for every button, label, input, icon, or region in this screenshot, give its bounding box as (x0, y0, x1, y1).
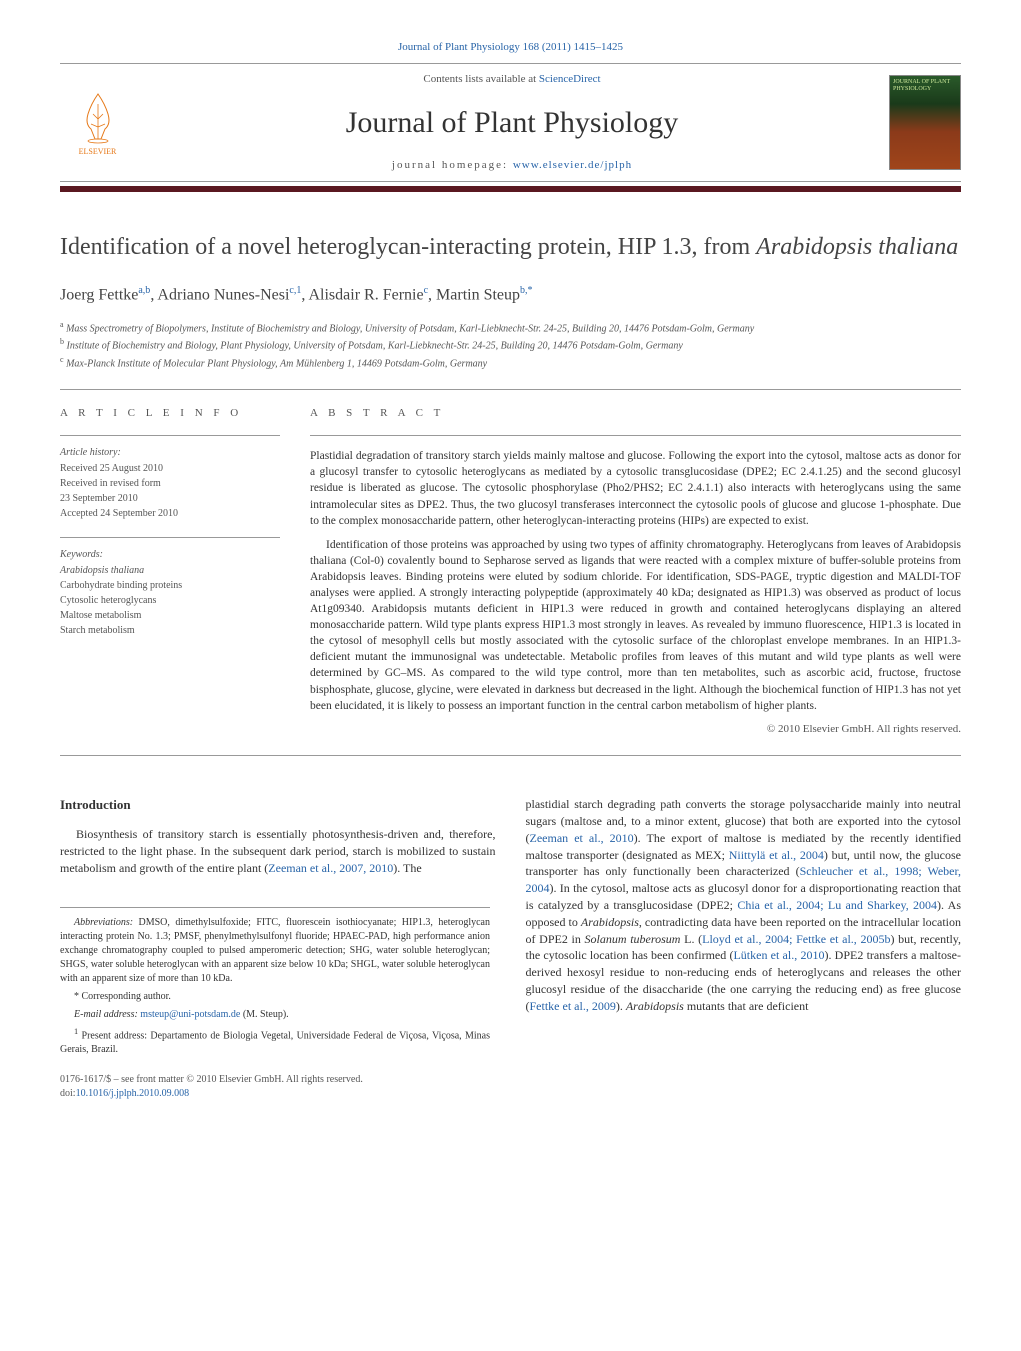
affiliation-a: a Mass Spectrometry of Biopolymers, Inst… (60, 319, 961, 336)
footnotes-block: Abbreviations: DMSO, dimethylsulfoxide; … (60, 907, 490, 1057)
homepage-line: journal homepage: www.elsevier.de/jplph (135, 158, 889, 173)
citation-link[interactable]: Journal of Plant Physiology 168 (2011) 1… (398, 41, 623, 53)
keyword-1: Carbohydrate binding proteins (60, 579, 280, 593)
intro-para-right: plastidial starch degrading path convert… (526, 796, 962, 1014)
keyword-4: Starch metabolism (60, 624, 280, 638)
article-history-block: Article history: Received 25 August 2010… (60, 446, 280, 521)
doi-link[interactable]: 10.1016/j.jplph.2010.09.008 (76, 1088, 190, 1099)
history-revised-2: 23 September 2010 (60, 492, 280, 506)
doi-line: doi:10.1016/j.jplph.2010.09.008 (60, 1087, 496, 1101)
elsevier-logo: ELSEVIER (60, 80, 135, 165)
history-label: Article history: (60, 446, 280, 460)
elsevier-tree-icon (73, 89, 123, 144)
doi-block: 0176-1617/$ – see front matter © 2010 El… (60, 1073, 496, 1101)
abstract-copyright: © 2010 Elsevier GmbH. All rights reserve… (310, 722, 961, 737)
article-info-heading: A R T I C L E I N F O (60, 406, 280, 421)
history-accepted: Accepted 24 September 2010 (60, 507, 280, 521)
affiliation-c: c Max-Planck Institute of Molecular Plan… (60, 354, 961, 371)
abbreviations-footnote: Abbreviations: DMSO, dimethylsulfoxide; … (60, 916, 490, 986)
email-footnote: E-mail address: msteup@uni-potsdam.de (M… (60, 1008, 490, 1022)
homepage-link[interactable]: www.elsevier.de/jplph (513, 159, 632, 171)
present-address-footnote: 1 Present address: Departamento de Biolo… (60, 1026, 490, 1057)
keyword-2: Cytosolic heteroglycans (60, 594, 280, 608)
affiliation-b: b Institute of Biochemistry and Biology,… (60, 336, 961, 353)
abstract-column: A B S T R A C T Plastidial degradation o… (310, 406, 961, 737)
keyword-0: Arabidopsis thaliana (60, 564, 280, 578)
corresponding-author-footnote: * Corresponding author. (60, 990, 490, 1004)
header-citation: Journal of Plant Physiology 168 (2011) 1… (60, 40, 961, 55)
journal-name: Journal of Plant Physiology (135, 102, 889, 144)
history-received: Received 25 August 2010 (60, 462, 280, 476)
sciencedirect-link[interactable]: ScienceDirect (539, 73, 601, 85)
homepage-prefix: journal homepage: (392, 159, 513, 171)
keywords-block: Keywords: Arabidopsis thaliana Carbohydr… (60, 548, 280, 638)
body-section: Introduction Biosynthesis of transitory … (60, 796, 961, 1101)
info-abstract-row: A R T I C L E I N F O Article history: R… (60, 389, 961, 756)
abstract-p1: Plastidial degradation of transitory sta… (310, 448, 961, 528)
sd-prefix: Contents lists available at (423, 73, 538, 85)
cover-text: JOURNAL OF PLANT PHYSIOLOGY (893, 79, 950, 92)
header-rule (60, 186, 961, 192)
article-title: Identification of a novel heteroglycan-i… (60, 232, 961, 262)
authors-line: Joerg Fettkea,b, Adriano Nunes-Nesic,1, … (60, 284, 961, 307)
affiliations: a Mass Spectrometry of Biopolymers, Inst… (60, 319, 961, 371)
abstract-p2: Identification of those proteins was app… (310, 537, 961, 714)
sciencedirect-line: Contents lists available at ScienceDirec… (135, 72, 889, 87)
email-link[interactable]: msteup@uni-potsdam.de (140, 1009, 240, 1020)
header-center: Contents lists available at ScienceDirec… (135, 72, 889, 173)
front-matter-line: 0176-1617/$ – see front matter © 2010 El… (60, 1073, 496, 1087)
journal-header-box: ELSEVIER Contents lists available at Sci… (60, 63, 961, 182)
keyword-3: Maltose metabolism (60, 609, 280, 623)
history-revised-1: Received in revised form (60, 477, 280, 491)
introduction-heading: Introduction (60, 796, 496, 814)
abstract-heading: A B S T R A C T (310, 406, 961, 421)
journal-cover-thumbnail: JOURNAL OF PLANT PHYSIOLOGY (889, 75, 961, 170)
article-info-column: A R T I C L E I N F O Article history: R… (60, 406, 280, 737)
intro-para-left: Biosynthesis of transitory starch is ess… (60, 826, 496, 876)
elsevier-label: ELSEVIER (79, 146, 117, 157)
keywords-label: Keywords: (60, 548, 280, 562)
